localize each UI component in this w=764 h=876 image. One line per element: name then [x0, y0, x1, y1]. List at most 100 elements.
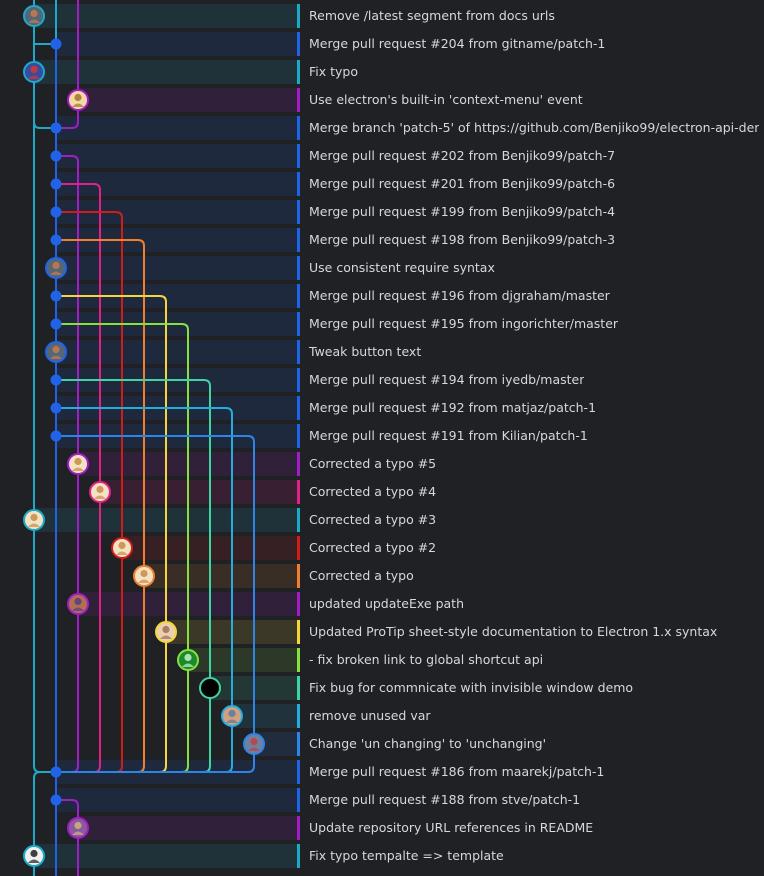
- commit-nodes: [23, 5, 265, 867]
- row-color-marker: [297, 424, 300, 448]
- commit-message[interactable]: Merge branch 'patch-5' of https://github…: [309, 120, 759, 135]
- row-color-marker: [297, 32, 300, 56]
- merge-node-icon[interactable]: [50, 290, 62, 302]
- commit-message[interactable]: Fix typo tempalte => template: [309, 848, 504, 863]
- commit-message[interactable]: Corrected a typo #5: [309, 456, 437, 471]
- commit-message[interactable]: Merge pull request #192 from matjaz/patc…: [309, 400, 597, 415]
- author-avatar-icon[interactable]: [67, 89, 89, 111]
- commit-message[interactable]: Merge pull request #201 from Benjiko99/p…: [309, 176, 616, 191]
- branch-line-main: [33, 121, 56, 129]
- commit-message[interactable]: Tweak button text: [309, 344, 422, 359]
- merge-node-icon[interactable]: [50, 318, 62, 330]
- row-highlight: [56, 788, 298, 812]
- row-color-marker: [297, 284, 300, 308]
- row-highlight: [34, 844, 298, 868]
- commit-message[interactable]: Corrected a typo #2: [309, 540, 437, 555]
- row-highlight: [56, 116, 298, 140]
- commit-message[interactable]: Merge pull request #186 from maarekj/pat…: [309, 764, 605, 779]
- merge-node-icon[interactable]: [50, 766, 62, 778]
- row-color-marker: [297, 340, 300, 364]
- merge-node-icon[interactable]: [50, 374, 62, 386]
- author-avatar-icon[interactable]: [89, 481, 111, 503]
- branch-line-pink: [56, 183, 101, 492]
- row-highlight: [56, 32, 298, 56]
- author-avatar-icon[interactable]: [199, 677, 221, 699]
- branch-line-sky: [56, 407, 233, 716]
- branch-line-orange: [56, 239, 145, 576]
- commit-message[interactable]: Merge pull request #195 from ingorichter…: [309, 316, 619, 331]
- merge-node-icon[interactable]: [50, 122, 62, 134]
- commit-message[interactable]: Merge pull request #204 from gitname/pat…: [309, 36, 606, 51]
- branch-line-lime: [56, 323, 189, 660]
- commit-message[interactable]: Update repository URL references in READ…: [309, 820, 594, 835]
- commit-message[interactable]: Corrected a typo #4: [309, 484, 437, 499]
- row-highlight: [188, 648, 298, 672]
- commit-message[interactable]: Fix typo: [309, 64, 359, 79]
- commit-message[interactable]: Merge pull request #196 from djgraham/ma…: [309, 288, 610, 303]
- row-color-marker: [297, 704, 300, 728]
- row-color-marker: [297, 564, 300, 588]
- merge-node-icon[interactable]: [50, 794, 62, 806]
- row-color-marker: [297, 648, 300, 672]
- branch-line-main: [33, 771, 56, 876]
- author-avatar-icon[interactable]: [177, 649, 199, 671]
- commit-message[interactable]: Remove /latest segment from docs urls: [309, 8, 555, 23]
- branch-line-red: [56, 548, 123, 773]
- commit-message[interactable]: Merge pull request #188 from stve/patch-…: [309, 792, 581, 807]
- author-avatar-icon[interactable]: [67, 453, 89, 475]
- row-color-marker: [297, 508, 300, 532]
- row-color-marker: [297, 620, 300, 644]
- merge-node-icon[interactable]: [50, 402, 62, 414]
- commit-message[interactable]: Corrected a typo #3: [309, 512, 437, 527]
- author-avatar-icon[interactable]: [23, 845, 45, 867]
- merge-node-icon[interactable]: [50, 206, 62, 218]
- merge-node-icon[interactable]: [50, 150, 62, 162]
- row-color-marker: [297, 816, 300, 840]
- author-avatar-icon[interactable]: [221, 705, 243, 727]
- author-avatar-icon[interactable]: [23, 61, 45, 83]
- author-avatar-icon[interactable]: [45, 341, 67, 363]
- row-color-marker: [297, 760, 300, 784]
- row-highlight: [78, 816, 298, 840]
- commit-message[interactable]: updated updateExe path: [309, 596, 464, 611]
- author-avatar-icon[interactable]: [155, 621, 177, 643]
- merge-node-icon[interactable]: [50, 178, 62, 190]
- branch-line-purple: [56, 799, 79, 876]
- commit-message[interactable]: Use electron's built-in 'context-menu' e…: [309, 92, 583, 107]
- author-avatar-icon[interactable]: [23, 5, 45, 27]
- commit-message[interactable]: Merge pull request #199 from Benjiko99/p…: [309, 204, 616, 219]
- commit-message[interactable]: Merge pull request #198 from Benjiko99/p…: [309, 232, 616, 247]
- author-avatar-icon[interactable]: [111, 537, 133, 559]
- branch-line-teal: [56, 688, 211, 773]
- commit-message[interactable]: Updated ProTip sheet-style documentation…: [309, 624, 718, 639]
- author-avatar-icon[interactable]: [67, 593, 89, 615]
- merge-node-icon[interactable]: [50, 38, 62, 50]
- row-color-marker: [297, 788, 300, 812]
- author-avatar-icon[interactable]: [243, 733, 265, 755]
- commit-message[interactable]: Corrected a typo: [309, 568, 414, 583]
- row-color-marker: [297, 732, 300, 756]
- row-color-marker: [297, 172, 300, 196]
- merge-node-icon[interactable]: [50, 430, 62, 442]
- commit-message[interactable]: Fix bug for commnicate with invisible wi…: [309, 680, 634, 695]
- row-highlight: [100, 480, 298, 504]
- commit-message[interactable]: Merge pull request #191 from Kilian/patc…: [309, 428, 588, 443]
- row-highlight: [78, 88, 298, 112]
- commit-message[interactable]: - fix broken link to global shortcut api: [309, 652, 544, 667]
- branch-line-red: [56, 211, 123, 548]
- commit-message[interactable]: remove unused var: [309, 708, 431, 723]
- row-highlight: [56, 144, 298, 168]
- commit-message[interactable]: Change 'un changing' to 'unchanging': [309, 736, 547, 751]
- author-avatar-icon[interactable]: [133, 565, 155, 587]
- commit-message[interactable]: Merge pull request #202 from Benjiko99/p…: [309, 148, 616, 163]
- author-avatar-icon[interactable]: [23, 509, 45, 531]
- row-color-marker: [297, 592, 300, 616]
- row-color-marker: [297, 844, 300, 868]
- commit-message[interactable]: Use consistent require syntax: [309, 260, 495, 275]
- merge-node-icon[interactable]: [50, 234, 62, 246]
- row-color-marker: [297, 60, 300, 84]
- author-avatar-icon[interactable]: [67, 817, 89, 839]
- row-highlight: [34, 4, 298, 28]
- commit-message[interactable]: Merge pull request #194 from iyedb/maste…: [309, 372, 585, 387]
- author-avatar-icon[interactable]: [45, 257, 67, 279]
